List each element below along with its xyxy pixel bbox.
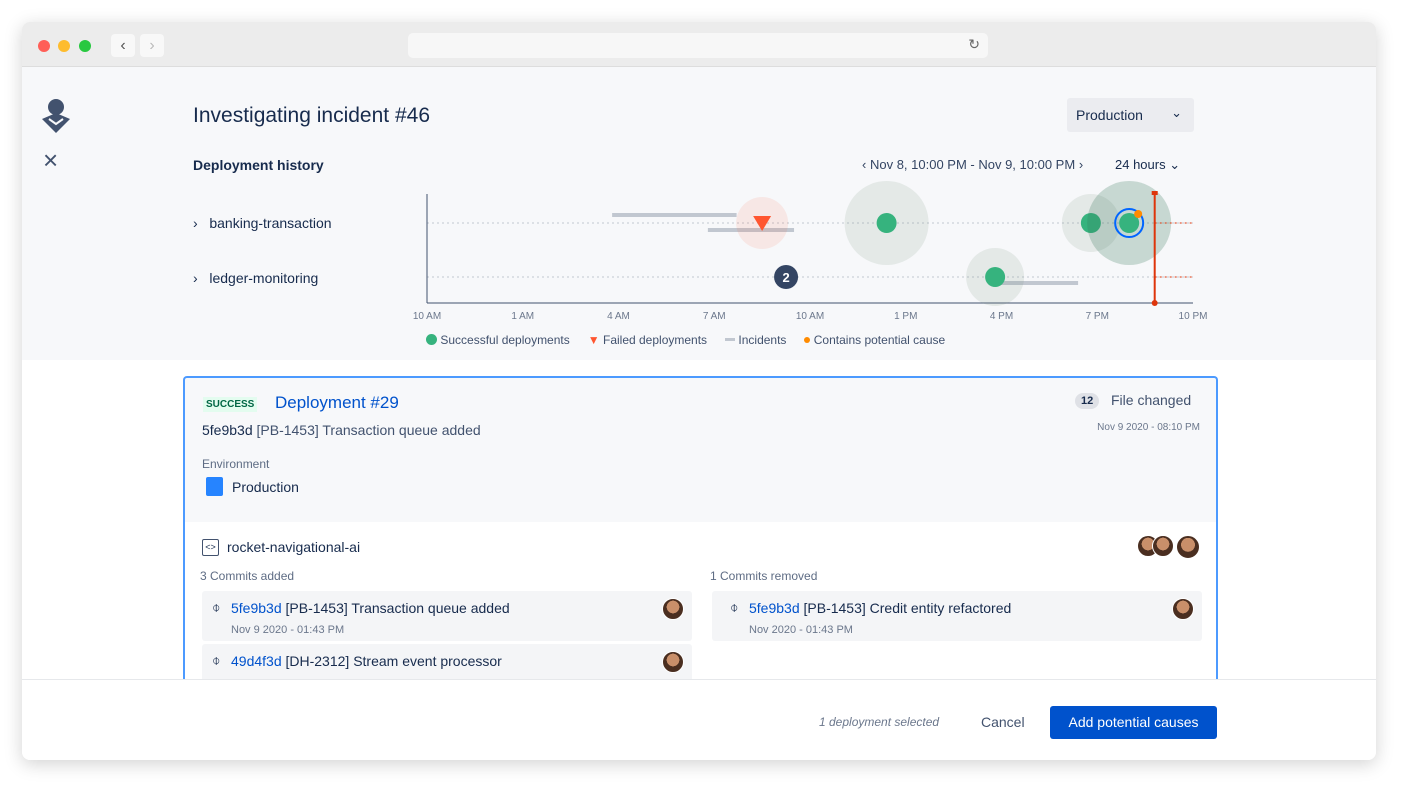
success-dot-icon [426,334,437,345]
successful-deployment [1119,213,1140,233]
section-title: Deployment history [193,157,324,173]
potential-cause-dot [1134,210,1143,218]
add-potential-causes-button[interactable]: Add potential causes [1050,706,1217,739]
forward-button[interactable]: › [140,34,164,57]
row-label: ledger-monitoring [209,270,319,286]
avatar [1172,598,1194,620]
commits-added-label: 3 Commits added [200,569,295,583]
legend-cause: Contains potential cause [804,333,945,347]
environment-dropdown[interactable]: Production ⌄ [1067,98,1194,132]
browser-window: ‹ › ↻ × Investigating incident #46 Produ… [22,22,1376,760]
commit-icon: ⌽ [212,652,221,668]
chevron-right-icon: › [193,270,198,286]
x-tick-label: 4 AM [607,311,630,322]
chevron-right-icon: › [193,215,198,231]
commit-icon: ⌽ [212,599,221,615]
legend-success: Successful deployments [426,333,570,347]
dash-icon [725,338,736,341]
commit-item[interactable]: ⌽ 5fe9b3d [PB-1453] Credit entity refact… [712,591,1202,641]
user-pin-icon [42,99,70,133]
x-tick-label: 7 AM [703,311,726,322]
back-button[interactable]: ‹ [111,34,135,57]
avatar [1152,535,1174,557]
chevron-down-icon: ⌄ [1171,105,1182,120]
deployment-commit: 5fe9b3d [PB-1453] Transaction queue adde… [202,422,481,438]
deployment-timeline: 10 AM 1 AM 4 AM 7 AM 10 AM 1 PM 4 PM 7 PM 10 PM 2 [413,181,1208,322]
x-tick-label: 1 AM [511,311,534,322]
row-label: banking-transaction [209,215,332,231]
deployment-group [774,265,799,289]
selected-ring [1114,208,1145,238]
time-marker-cap [1151,191,1158,195]
x-tick-label: 7 PM [1086,311,1109,322]
range-text: Nov 8, 10:00 PM - Nov 9, 10:00 PM [869,157,1076,172]
commit-icon: ⌽ [730,599,739,615]
deployment-card[interactable]: SUCCESS Deployment #29 5fe9b3d [PB-1453]… [183,376,1218,696]
commit-hash[interactable]: 5fe9b3d [231,600,282,616]
legend: Successful deployments ▼ Failed deployme… [426,333,945,347]
deployment-title[interactable]: Deployment #29 [275,393,399,412]
chevron-down-icon: ⌄ [1169,157,1181,172]
commit-date: Nov 9 2020 - 01:43 PM [231,624,345,636]
commit-date: Nov 2020 - 01:43 PM [749,624,853,636]
commits-removed-label: 1 Commits removed [710,569,818,583]
minimize-window-button[interactable] [58,40,70,52]
footer: 1 deployment selected Cancel Add potenti… [22,679,1376,760]
close-window-button[interactable] [38,40,50,52]
commit-item[interactable]: ⌽ 5fe9b3d [PB-1453] Transaction queue ad… [202,591,692,641]
environment-label: Environment [202,457,270,471]
date-range: ‹ Nov 8, 10:00 PM - Nov 9, 10:00 PM › [862,157,1083,172]
commit-message: [PB-1453] Credit entity refactored [803,600,1012,616]
deployment-group-count: 2 [782,270,789,285]
close-icon[interactable]: × [43,145,59,175]
environment-value: Production [1076,107,1143,123]
prev-range-button[interactable]: ‹ [862,157,867,172]
selection-count: 1 deployment selected [819,715,940,729]
avatar [662,651,684,673]
commit-hash[interactable]: 49d4f3d [231,653,282,669]
x-tick-label: 10 AM [413,311,441,322]
maximize-window-button[interactable] [79,40,91,52]
cancel-button[interactable]: Cancel [981,714,1025,730]
code-icon: <> [202,539,219,556]
window-value: 24 hours [1115,157,1166,172]
row-ledger-monitoring[interactable]: › ledger-monitoring [193,270,318,286]
repo-name[interactable]: rocket-navigational-ai [227,539,361,555]
commit-hash[interactable]: 5fe9b3d [749,600,800,616]
successful-deployment [985,267,1006,287]
x-tick-label: 1 PM [894,311,917,322]
successful-deployment [1080,213,1101,233]
reload-icon[interactable]: ↻ [968,36,980,52]
status-badge: SUCCESS [203,397,258,412]
cause-dot-icon [804,337,811,343]
environment-icon [206,477,223,496]
row-banking-transaction[interactable]: › banking-transaction [193,215,332,231]
title-bar: ‹ › ↻ [22,22,1376,67]
time-marker-dot [1151,300,1158,306]
x-tick-label: 10 AM [796,311,824,322]
environment-value: Production [232,479,299,495]
files-count-badge: 12 [1075,393,1100,409]
successful-deployment [876,213,897,233]
legend-incidents: Incidents [725,333,786,347]
x-tick-label: 4 PM [990,311,1013,322]
next-range-button[interactable]: › [1078,157,1084,172]
address-bar[interactable]: ↻ [408,33,988,58]
triangle-down-icon: ▼ [587,333,600,347]
x-tick-label: 10 PM [1179,311,1208,322]
commit-message: [PB-1453] Transaction queue added [285,600,510,616]
legend-failed: ▼ Failed deployments [587,333,708,347]
commit-message: [DH-2312] Stream event processor [285,653,502,669]
window-dropdown[interactable]: 24 hours ⌄ [1115,157,1180,173]
deployment-date: Nov 9 2020 - 08:10 PM [1097,422,1200,433]
avatar [1176,535,1200,559]
avatar [662,598,684,620]
failed-deployment [753,216,772,231]
files-label: File changed [1111,392,1192,408]
page-title: Investigating incident #46 [193,104,430,127]
